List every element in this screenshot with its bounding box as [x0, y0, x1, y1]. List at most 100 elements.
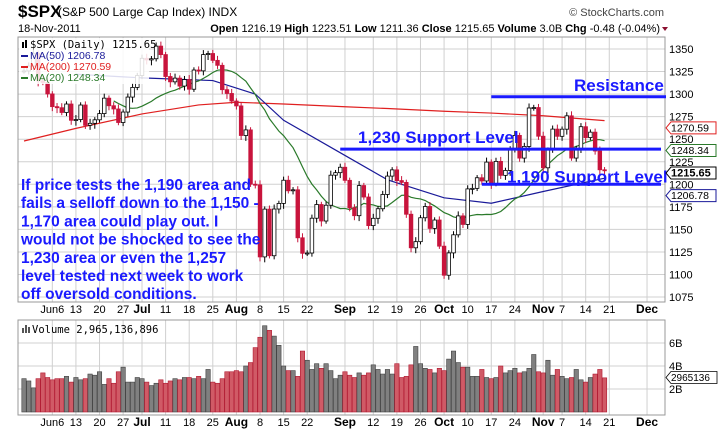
low-label: Low — [355, 23, 377, 35]
candle-body — [262, 208, 267, 258]
candle — [342, 162, 348, 184]
candle — [569, 111, 574, 161]
candle-body — [177, 77, 182, 87]
candle — [201, 50, 206, 76]
chg-label: Chg — [565, 23, 586, 35]
candle-body — [238, 105, 244, 136]
x-tick-label: Jun6 — [40, 304, 64, 316]
volume-bar — [507, 370, 513, 413]
candle — [375, 206, 381, 224]
candle — [253, 180, 258, 189]
volume-bar — [413, 346, 419, 413]
legend-volume: Volume 2,965,136,896 — [32, 324, 158, 336]
candle — [347, 177, 352, 212]
volume-bar — [281, 365, 287, 413]
candle — [182, 75, 187, 91]
volume-bar — [583, 381, 589, 413]
candle-body — [484, 161, 489, 182]
volume-bar — [177, 379, 183, 413]
x-tick-label: 25 — [207, 304, 219, 316]
candle-body — [314, 204, 319, 219]
candle — [116, 104, 121, 126]
candle — [177, 75, 182, 90]
candle-body — [286, 179, 291, 192]
volume-bar — [493, 377, 499, 413]
candle — [168, 72, 173, 88]
x-tick-label: 18 — [183, 417, 195, 429]
volume-bar — [559, 376, 565, 413]
symbol: $SPX — [18, 2, 62, 21]
volume-bar — [163, 382, 169, 413]
candle-body — [257, 184, 263, 258]
volume-bar — [115, 371, 121, 413]
candle — [432, 217, 437, 234]
candle-body — [479, 177, 485, 182]
candle — [470, 183, 475, 195]
candle-body — [290, 189, 296, 192]
x-tick-label: 8 — [257, 417, 263, 429]
candle-body — [460, 215, 466, 225]
volume-bar — [474, 376, 480, 413]
candle — [69, 100, 74, 125]
candle-legend-icon — [22, 40, 27, 48]
volume-bar — [318, 367, 324, 413]
candle-body — [356, 185, 362, 217]
candle-body — [569, 115, 574, 159]
candle-body — [229, 93, 234, 102]
candle-body — [248, 129, 253, 185]
volume-bar — [82, 378, 88, 413]
volume-bar — [597, 369, 603, 413]
quote-date: 18-Nov-2011 — [18, 23, 81, 35]
x-tick-label: Oct — [434, 415, 454, 429]
volume-bar — [243, 365, 249, 413]
volume-bar — [479, 369, 485, 413]
x-tick-label: 26 — [414, 417, 426, 429]
candle — [592, 128, 598, 155]
volume-bar — [384, 369, 390, 413]
candle-body — [224, 89, 230, 94]
volume-bar — [502, 372, 508, 413]
volume-bar — [97, 371, 103, 413]
volume-bar — [531, 354, 537, 413]
candle-body — [201, 54, 206, 72]
volume-bar — [498, 365, 504, 413]
x-tick-label: Sep — [334, 302, 356, 316]
x-tick-label: 27 — [117, 304, 129, 316]
candle — [371, 213, 376, 231]
candle — [290, 187, 296, 195]
candle-body — [470, 187, 475, 190]
y-tick-label: 1075 — [669, 292, 693, 304]
volume-bar — [144, 381, 150, 413]
candle-body — [191, 69, 197, 90]
volume-bar — [484, 377, 490, 413]
price-value-tag-text: 1270.59 — [671, 122, 709, 134]
y-tick-label: 1150 — [669, 224, 693, 236]
volume-bar — [229, 371, 235, 413]
candle-body — [526, 107, 532, 147]
x-tick-label: 20 — [93, 417, 105, 429]
x-tick-label: 7 — [559, 304, 565, 316]
x-tick-label: 17 — [485, 304, 497, 316]
candle-body — [97, 113, 102, 121]
candle-body — [408, 213, 414, 249]
candle — [522, 142, 527, 163]
candle-body — [153, 45, 159, 60]
volume-bar — [148, 385, 154, 413]
annotation-note-line: would not be shocked to see the — [20, 232, 261, 249]
legend-price: $SPX (Daily) 1215.65 — [30, 39, 156, 51]
volume-bar — [205, 369, 211, 413]
volume-bar — [111, 382, 117, 413]
volume-bar — [342, 371, 348, 413]
volume-bar — [328, 370, 334, 413]
ma200-line — [23, 101, 605, 142]
candle-body — [422, 206, 428, 219]
candle — [210, 49, 215, 64]
candle — [319, 201, 324, 227]
candle — [262, 206, 267, 263]
candle-body — [413, 241, 418, 249]
volume-value: 3.0B — [540, 23, 563, 35]
volume-bar — [569, 377, 575, 413]
y-tick-label: 1175 — [669, 202, 693, 214]
volume-bar — [592, 373, 598, 413]
candle-body — [64, 103, 69, 113]
